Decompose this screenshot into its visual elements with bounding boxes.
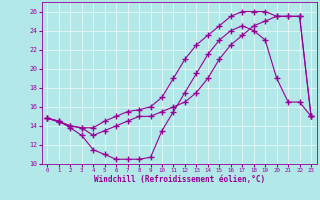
X-axis label: Windchill (Refroidissement éolien,°C): Windchill (Refroidissement éolien,°C) [94,175,265,184]
